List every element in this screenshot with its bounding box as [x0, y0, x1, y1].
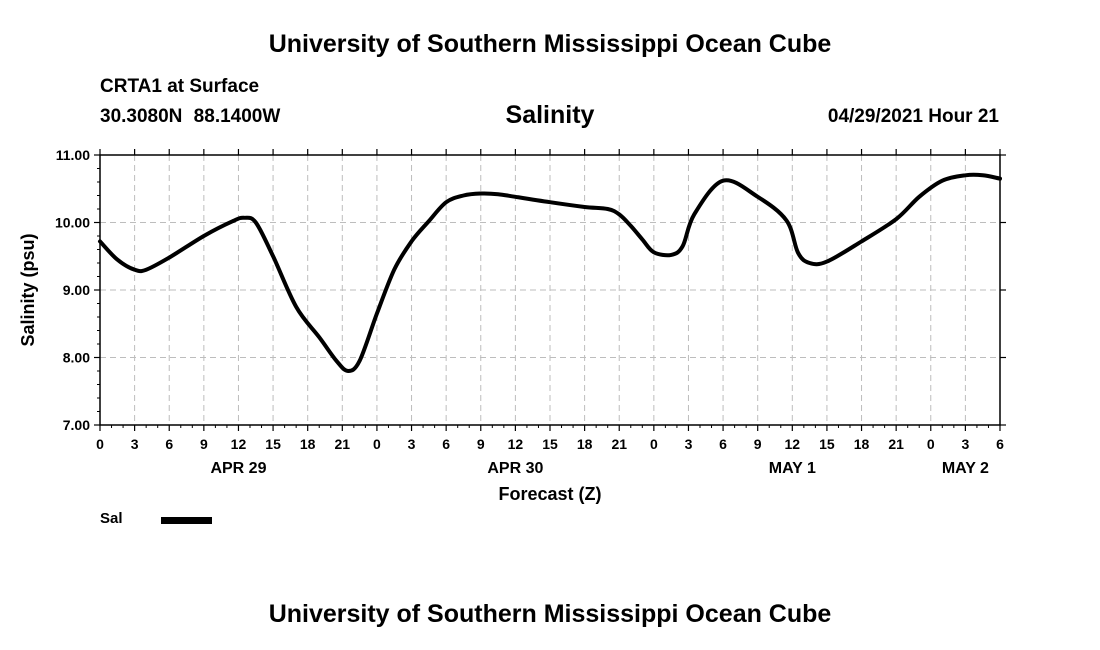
y-tick-label: 7.00	[63, 417, 90, 433]
legend-swatch	[161, 517, 212, 524]
date-label: MAY 2	[942, 460, 989, 477]
variable-title: Salinity	[505, 101, 595, 129]
x-tick-label: 6	[442, 436, 450, 452]
x-tick-label: 12	[231, 436, 247, 452]
x-tick-label: 3	[408, 436, 416, 452]
x-tick-labels: 0 3 6 9 12 15 18 21 0 3 6 9 12 15 18 21 0 3 6 9 12 15 18 21 0 3 6	[96, 436, 1004, 452]
x-tick-label: 6	[165, 436, 173, 452]
x-tick-label: 15	[265, 436, 281, 452]
y-tick-label: 8.00	[63, 350, 90, 366]
station-name: CRTA1 at Surface	[100, 76, 260, 97]
legend-label: Sal	[100, 510, 123, 527]
chart-title: University of Southern Mississippi Ocean…	[268, 30, 832, 58]
date-label: MAY 1	[769, 460, 816, 477]
x-tick-label: 3	[131, 436, 139, 452]
forecast-datetime: 04/29/2021 Hour 21	[827, 106, 999, 127]
date-label: APR 30	[487, 460, 543, 477]
x-tick-label: 18	[854, 436, 870, 452]
y-tick-labels: 7.00 8.00 9.00 10.00 11.00	[55, 147, 90, 433]
x-tick-label: 15	[542, 436, 558, 452]
x-tick-label: 9	[200, 436, 208, 452]
x-tick-label: 0	[373, 436, 381, 452]
x-tick-label: 21	[888, 436, 904, 452]
date-labels: APR 29 APR 30 MAY 1 MAY 2	[210, 460, 989, 477]
x-tick-label: 12	[785, 436, 801, 452]
x-tick-label: 3	[961, 436, 969, 452]
grid	[100, 155, 1000, 425]
x-axis-label: Forecast (Z)	[498, 484, 601, 504]
x-tick-label: 21	[611, 436, 627, 452]
date-label: APR 29	[210, 460, 266, 477]
x-tick-label: 9	[754, 436, 762, 452]
x-tick-label: 9	[477, 436, 485, 452]
x-tick-label: 18	[577, 436, 593, 452]
x-tick-label: 6	[719, 436, 727, 452]
x-tick-label: 12	[508, 436, 524, 452]
x-tick-label: 0	[927, 436, 935, 452]
x-tick-label: 15	[819, 436, 835, 452]
y-axis-label: Salinity (psu)	[18, 233, 38, 346]
x-tick-label: 0	[650, 436, 658, 452]
x-tick-label: 21	[335, 436, 351, 452]
x-tick-label: 6	[996, 436, 1004, 452]
footer-title: University of Southern Mississippi Ocean…	[268, 600, 832, 628]
x-tick-label: 0	[96, 436, 104, 452]
station-coordinates: 30.3080N 88.1400W	[100, 106, 281, 127]
y-tick-label: 9.00	[63, 282, 90, 298]
axis-ticks	[94, 149, 1006, 431]
y-tick-label: 10.00	[55, 215, 90, 231]
x-tick-label: 18	[300, 436, 316, 452]
series-line-sal	[98, 172, 1002, 373]
y-tick-label: 11.00	[56, 147, 90, 163]
x-tick-label: 3	[685, 436, 693, 452]
